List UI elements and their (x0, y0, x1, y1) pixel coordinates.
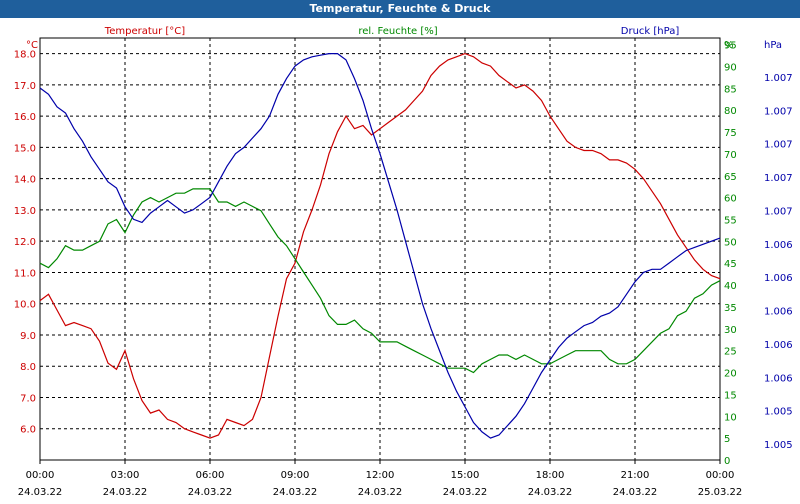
x-tick-time: 18:00 (536, 470, 565, 481)
humidity-tick-label: 0 (724, 456, 730, 467)
pressure-tick-label: 1.007 (764, 206, 793, 217)
humidity-tick-label: 85 (724, 84, 737, 95)
legend-humidity: rel. Feuchte [%] (358, 26, 437, 37)
pressure-unit-label: hPa (764, 40, 782, 51)
humidity-tick-label: 90 (724, 62, 737, 73)
x-tick-time: 00:00 (26, 470, 55, 481)
temperature-tick-label: 18.0 (14, 50, 36, 61)
temperature-tick-label: 15.0 (14, 143, 36, 154)
x-tick-date: 24.03.22 (273, 487, 318, 498)
humidity-tick-label: 65 (724, 172, 737, 183)
temperature-tick-label: 17.0 (14, 81, 36, 92)
humidity-tick-label: 25 (724, 347, 737, 358)
humidity-unit-label: % (724, 40, 734, 51)
temperature-tick-label: 10.0 (14, 300, 36, 311)
temperature-line (39, 52, 721, 439)
chart-area: 00:00 24.03.22 03:00 24.03.22 06:00 24.03.22 0… (0, 18, 800, 500)
x-tick-time: 06:00 (196, 470, 225, 481)
humidity-tick-label: 75 (724, 128, 737, 139)
x-tick-date: 24.03.22 (103, 487, 148, 498)
humidity-tick-label: 30 (724, 325, 737, 336)
pressure-tick-label: 1.007 (764, 106, 793, 117)
x-tick-date: 24.03.22 (188, 487, 233, 498)
temperature-tick-label: 13.0 (14, 206, 36, 217)
humidity-tick-label: 15 (724, 390, 737, 401)
x-tick-time: 12:00 (366, 470, 395, 481)
x-tick-time: 15:00 (451, 470, 480, 481)
temperature-tick-label: 8.0 (20, 362, 36, 373)
pressure-tick-label: 1.006 (764, 273, 793, 284)
temperature-tick-label: 16.0 (14, 112, 36, 123)
pressure-tick-label: 1.006 (764, 340, 793, 351)
pressure-tick-label: 1.005 (764, 440, 793, 451)
humidity-tick-label: 70 (724, 150, 737, 161)
series-lines (39, 52, 721, 439)
x-tick-date: 24.03.22 (613, 487, 658, 498)
humidity-tick-label: 5 (724, 434, 730, 445)
humidity-tick-label: 60 (724, 194, 737, 205)
x-tick-date: 24.03.22 (18, 487, 63, 498)
humidity-line (39, 188, 721, 374)
x-tick-date: 24.03.22 (443, 487, 488, 498)
line-chart: 00:00 24.03.22 03:00 24.03.22 06:00 24.03.22 0… (14, 26, 793, 498)
humidity-tick-label: 80 (724, 106, 737, 117)
x-tick-date: 24.03.22 (528, 487, 573, 498)
temperature-tick-label: 6.0 (20, 425, 36, 436)
axis-labels: 00:00 24.03.22 03:00 24.03.22 06:00 24.03.22 0… (14, 26, 793, 498)
x-tick-date: 25.03.22 (698, 487, 743, 498)
pressure-tick-label: 1.007 (764, 140, 793, 151)
humidity-tick-label: 40 (724, 281, 737, 292)
x-tick-date: 24.03.22 (358, 487, 403, 498)
temperature-tick-label: 9.0 (20, 331, 36, 342)
pressure-line (39, 52, 721, 439)
humidity-tick-label: 95 (724, 41, 737, 52)
humidity-tick-label: 10 (724, 412, 737, 423)
x-tick-time: 03:00 (111, 470, 140, 481)
plot-border (39, 37, 721, 461)
x-tick-time: 00:00 (706, 470, 735, 481)
temperature-unit-label: °C (26, 40, 38, 51)
temperature-tick-label: 12.0 (14, 237, 36, 248)
temperature-tick-label: 7.0 (20, 393, 36, 404)
pressure-tick-label: 1.007 (764, 73, 793, 84)
legend-temperature: Temperatur [°C] (104, 26, 185, 37)
window-title: Temperatur, Feuchte & Druck (0, 0, 800, 18)
pressure-tick-label: 1.006 (764, 307, 793, 318)
humidity-tick-label: 50 (724, 237, 737, 248)
x-tick-time: 09:00 (281, 470, 310, 481)
gridlines (39, 38, 721, 464)
temperature-tick-label: 14.0 (14, 175, 36, 186)
legend-pressure: Druck [hPa] (621, 26, 680, 37)
pressure-tick-label: 1.006 (764, 373, 793, 384)
humidity-tick-label: 55 (724, 215, 737, 226)
pressure-tick-label: 1.005 (764, 407, 793, 418)
humidity-tick-label: 35 (724, 303, 737, 314)
pressure-tick-label: 1.007 (764, 173, 793, 184)
temperature-tick-label: 11.0 (14, 268, 36, 279)
humidity-tick-label: 20 (724, 369, 737, 380)
x-tick-time: 21:00 (621, 470, 650, 481)
pressure-tick-label: 1.006 (764, 240, 793, 251)
humidity-tick-label: 45 (724, 259, 737, 270)
